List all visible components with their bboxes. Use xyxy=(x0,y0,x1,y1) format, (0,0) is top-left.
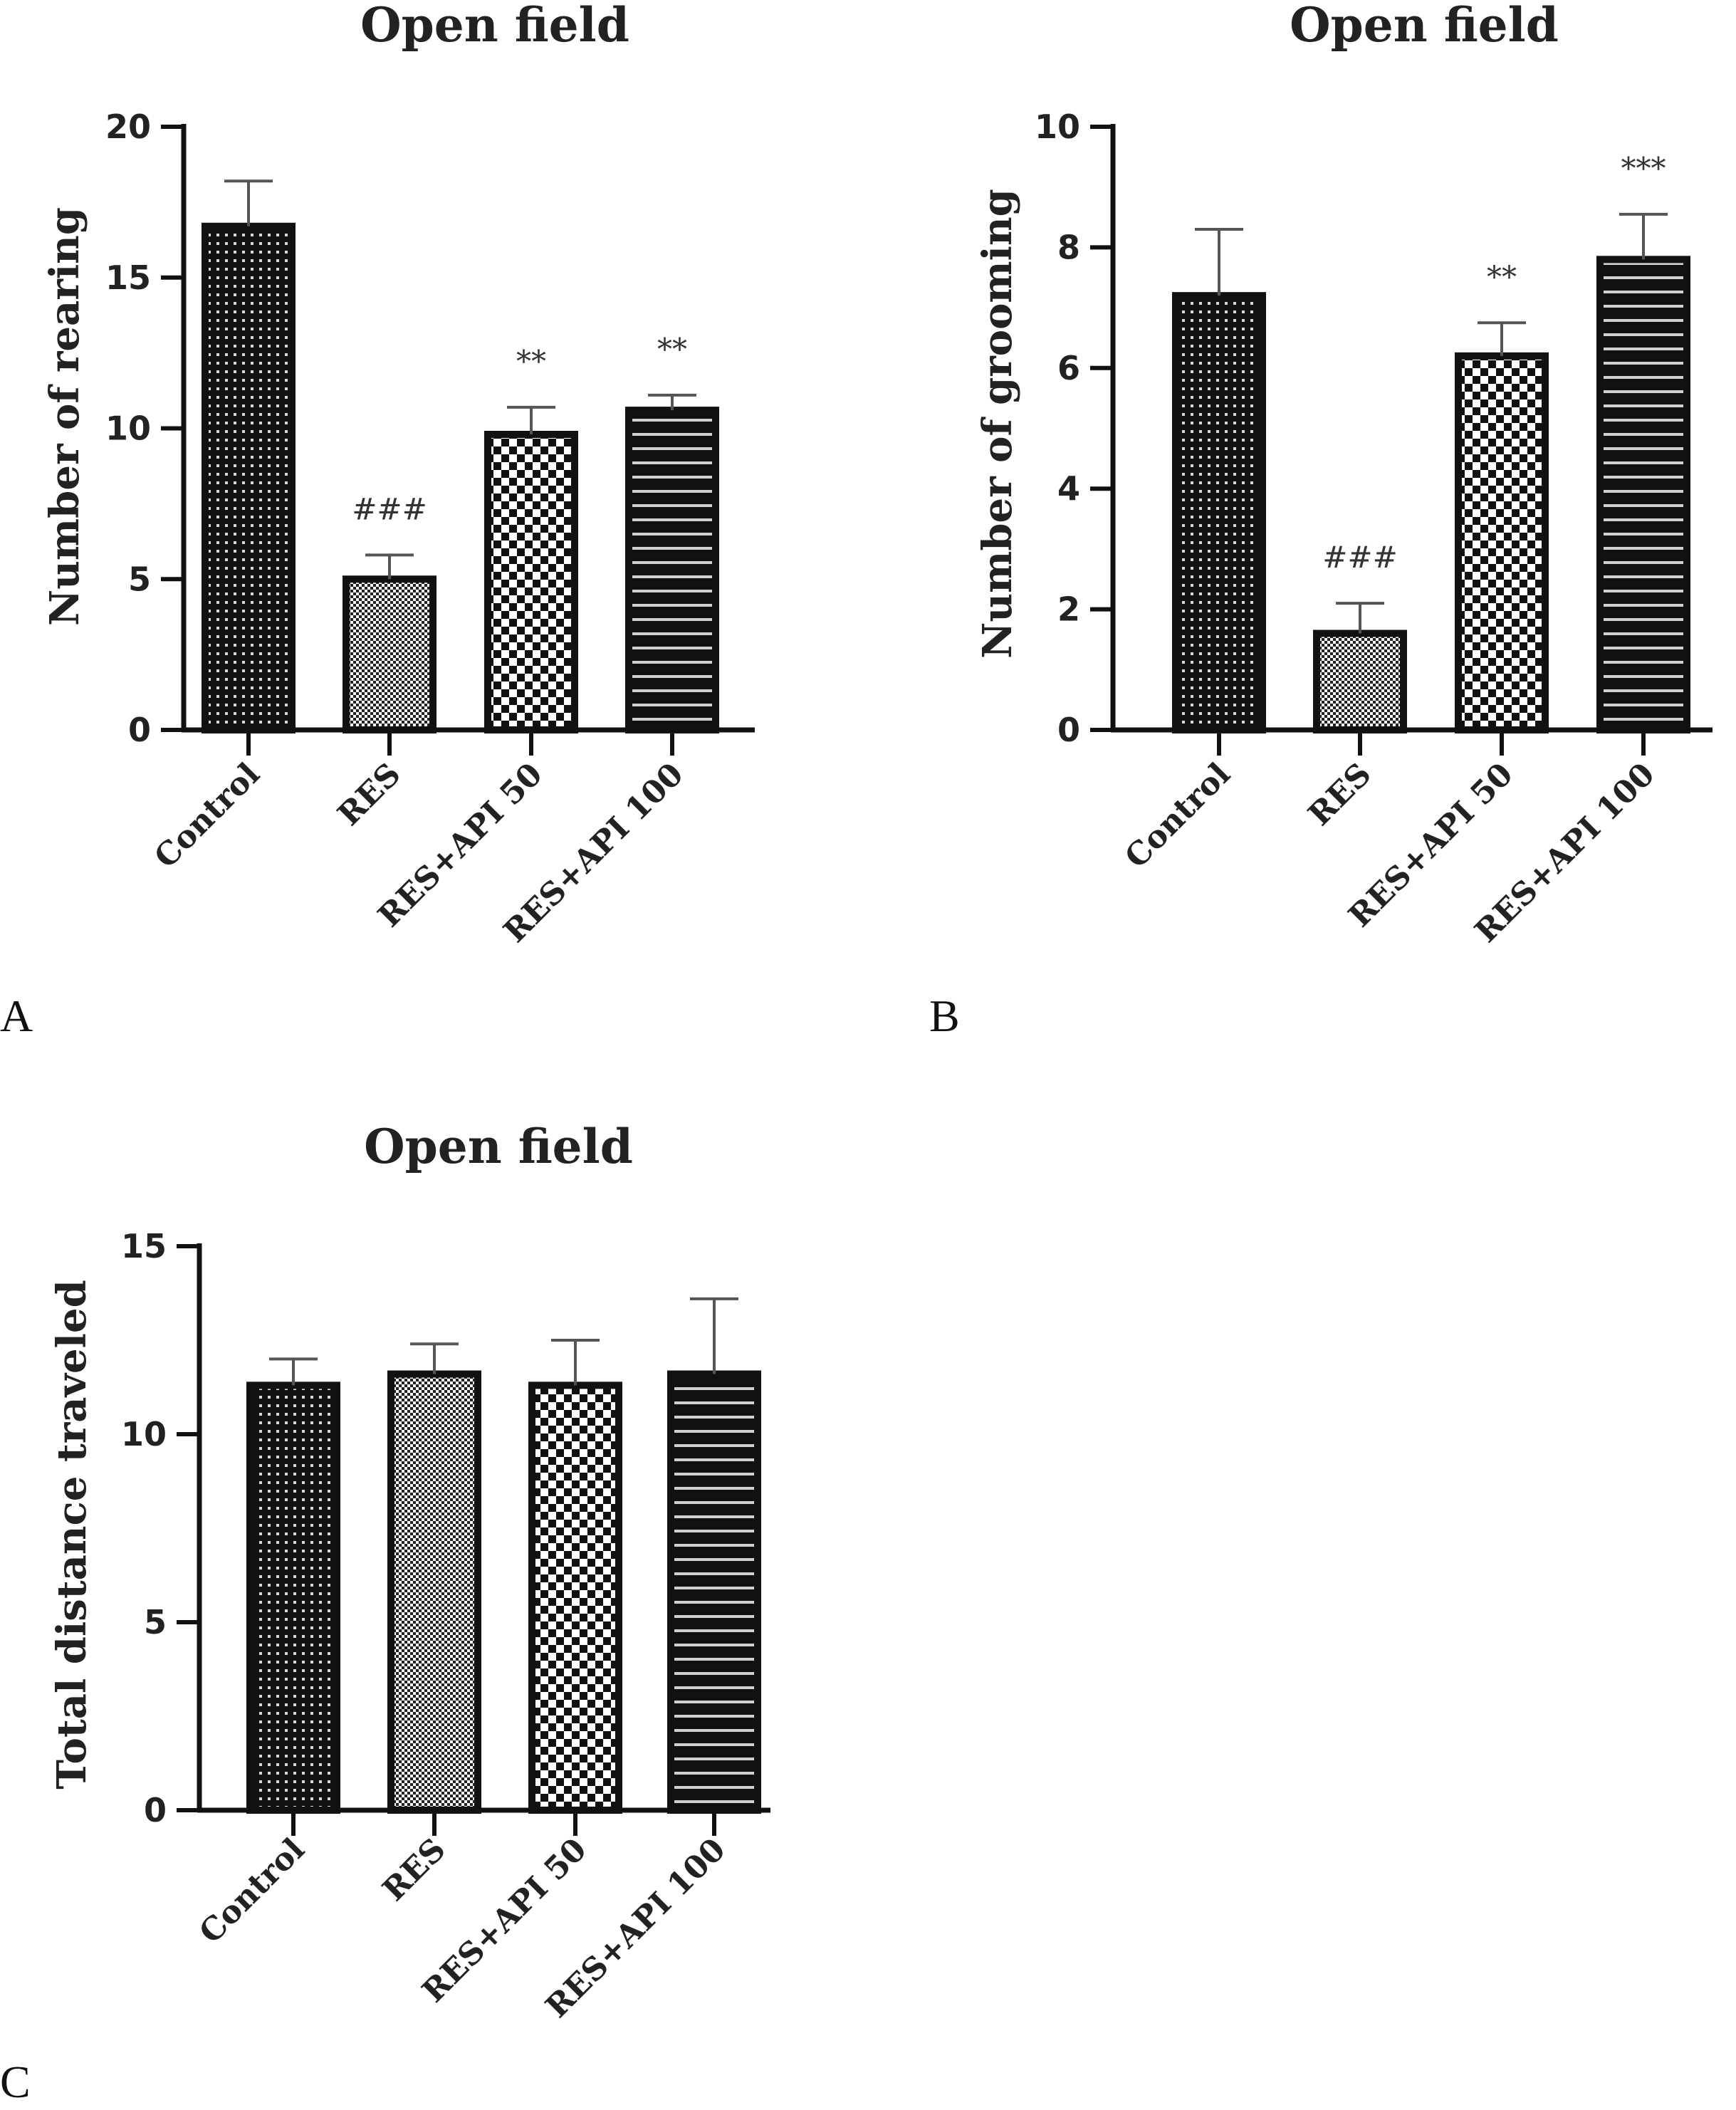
panel-label-c: C xyxy=(0,2057,31,2107)
significance-label: ** xyxy=(516,344,546,379)
bar-res-api-50 xyxy=(484,430,578,733)
category-label: RES xyxy=(331,756,408,833)
y-axis-label: Number of grooming xyxy=(974,189,1021,659)
bar-res xyxy=(1313,630,1407,733)
category-label: RES xyxy=(376,1832,453,1908)
error-bar xyxy=(648,393,696,411)
y-tick-label: 8 xyxy=(1057,228,1080,266)
error-bar xyxy=(507,405,555,434)
y-tick-label: 10 xyxy=(121,1415,167,1453)
y-tick-label: 6 xyxy=(1057,349,1080,387)
y-axis-label: Number of rearing xyxy=(41,207,88,626)
significance-label: ** xyxy=(657,332,687,367)
y-tick-label: 5 xyxy=(144,1603,167,1641)
y-tick-label: 0 xyxy=(128,711,151,749)
category-label: RES xyxy=(1302,756,1379,833)
y-tick-label: 5 xyxy=(128,560,151,598)
error-bar xyxy=(1336,602,1384,634)
y-tick-label: 15 xyxy=(105,258,151,297)
panel-label-a: A xyxy=(0,991,33,1041)
bar-control xyxy=(1172,292,1266,734)
bar-res-api-100 xyxy=(625,407,719,734)
error-bar xyxy=(269,1357,318,1386)
bar-res-api-100 xyxy=(1596,256,1690,733)
y-tick-label: 20 xyxy=(105,108,151,146)
chart-title: Open field xyxy=(1290,0,1559,53)
panel-label-b: B xyxy=(929,991,960,1041)
y-tick-label: 2 xyxy=(1057,590,1080,629)
bar-control xyxy=(202,222,296,733)
chart-grooming: Open field Number of grooming Control ###… xyxy=(929,0,1713,1041)
error-bar xyxy=(1478,321,1526,356)
bar-res-api-50 xyxy=(528,1382,622,1814)
y-tick-label: 10 xyxy=(1035,108,1080,146)
bar-res-api-100 xyxy=(667,1370,761,1814)
category-label: Control xyxy=(147,756,267,876)
y-tick-label: 4 xyxy=(1057,469,1080,508)
category-label: Control xyxy=(192,1832,312,1951)
error-bar xyxy=(1195,227,1243,296)
chart-title: Open field xyxy=(360,0,629,53)
error-bar xyxy=(551,1339,600,1386)
significance-label: ### xyxy=(1322,540,1398,575)
y-axis-label: Total distance traveled xyxy=(48,1280,95,1789)
y-tick-label: 0 xyxy=(1057,711,1080,749)
bar-res xyxy=(387,1370,481,1814)
y-tick-label: 10 xyxy=(105,409,151,448)
y-tick-label: 0 xyxy=(144,1791,167,1829)
error-bar xyxy=(224,179,273,226)
significance-label: ** xyxy=(1487,259,1517,294)
category-label: Control xyxy=(1118,756,1238,876)
error-bar xyxy=(690,1297,738,1374)
significance-label: ### xyxy=(352,491,427,526)
chart-distance: Open field Total distance traveled Contr… xyxy=(0,1119,770,2107)
bar-res-api-50 xyxy=(1455,352,1549,733)
significance-label: *** xyxy=(1621,151,1666,186)
bar-control xyxy=(246,1382,340,1814)
error-bar xyxy=(365,553,414,580)
chart-title: Open field xyxy=(364,1119,633,1174)
y-tick-label: 15 xyxy=(121,1227,167,1265)
bar-res xyxy=(343,575,436,733)
error-bar xyxy=(1619,212,1668,260)
chart-rearing: Open field Number of rearing Control ### R… xyxy=(0,0,755,1041)
error-bar xyxy=(410,1342,459,1374)
